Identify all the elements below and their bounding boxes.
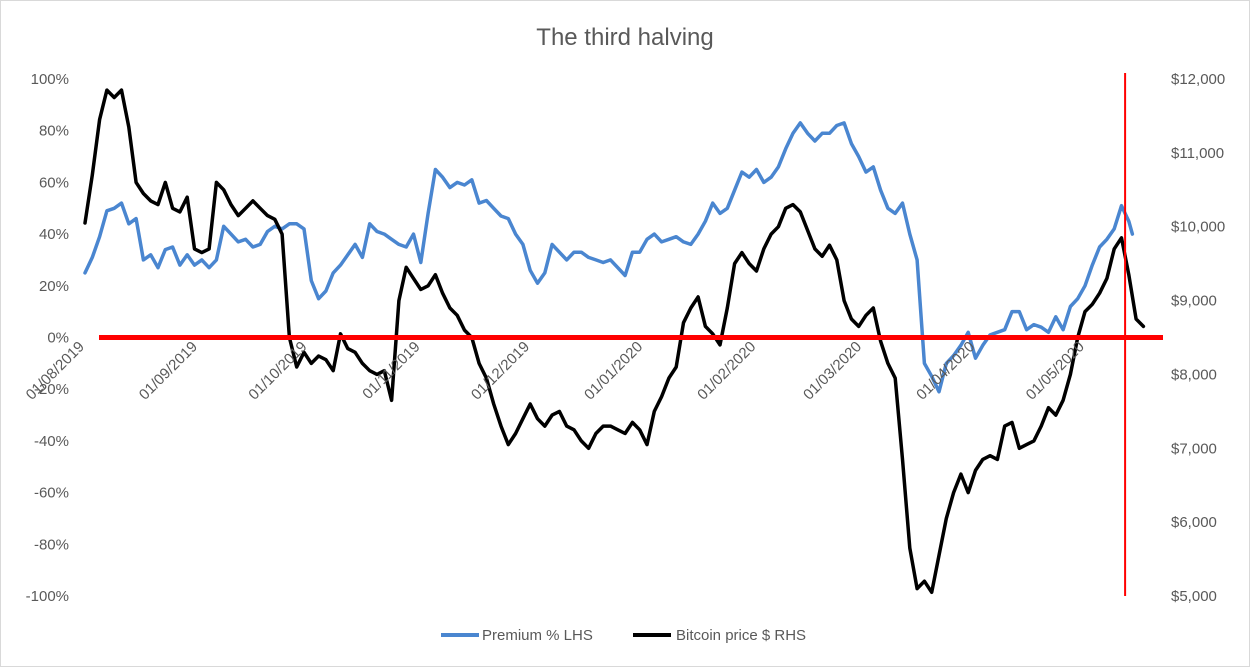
- right-axis-tick-label: $9,000: [1171, 293, 1217, 310]
- left-axis-tick-label: -80%: [34, 536, 69, 553]
- right-axis-tick-label: $10,000: [1171, 219, 1225, 236]
- reference-lines: [99, 73, 1163, 596]
- x-axis-tick-label: 01/12/2019: [468, 338, 533, 403]
- left-axis-tick-label: 80%: [39, 123, 69, 140]
- legend-label: Bitcoin price $ RHS: [676, 627, 806, 644]
- series-lines: [83, 88, 1146, 595]
- left-axis-tick-label: -20%: [34, 381, 69, 398]
- left-axis-tick-label: 60%: [39, 174, 69, 191]
- x-axis-tick-label: 01/10/2019: [245, 338, 310, 403]
- premium-series-line: [83, 121, 1135, 394]
- left-axis-tick-label: 40%: [39, 226, 69, 243]
- right-axis-tick-label: $6,000: [1171, 514, 1217, 531]
- x-axis-tick-label: 01/02/2020: [694, 338, 759, 403]
- x-axis-tick-label: 01/05/2020: [1023, 338, 1088, 403]
- right-axis-tick-label: $5,000: [1171, 588, 1217, 605]
- right-axis-tick-label: $8,000: [1171, 366, 1217, 383]
- left-axis-tick-label: 0%: [47, 330, 69, 347]
- legend: Premium % LHS Bitcoin price $ RHS: [441, 627, 806, 644]
- left-axis-tick-label: 100%: [31, 71, 69, 88]
- left-axis-tick-label: -40%: [34, 433, 69, 450]
- left-axis-tick-label: 20%: [39, 278, 69, 295]
- bitcoin-price-series-line: [83, 88, 1146, 595]
- right-axis-tick-label: $12,000: [1171, 71, 1225, 88]
- left-axis-tick-label: -60%: [34, 485, 69, 502]
- right-axis-tick-label: $7,000: [1171, 440, 1217, 457]
- left-axis-ticks: 100% 80% 60% 40% 20% 0% -20% -40% -60% -80% -100%: [26, 71, 69, 605]
- x-axis-tick-label: 01/03/2020: [800, 338, 865, 403]
- x-axis-tick-label: 01/01/2020: [581, 338, 646, 403]
- right-axis-ticks: $12,000 $11,000 $10,000 $9,000 $8,000 $7,000 $…: [1171, 71, 1225, 605]
- x-axis-tick-label: 01/09/2019: [136, 338, 201, 403]
- legend-label: Premium % LHS: [482, 627, 593, 644]
- right-axis-tick-label: $11,000: [1171, 145, 1224, 162]
- chart-title: The third halving: [536, 24, 713, 51]
- left-axis-tick-label: -100%: [26, 588, 69, 605]
